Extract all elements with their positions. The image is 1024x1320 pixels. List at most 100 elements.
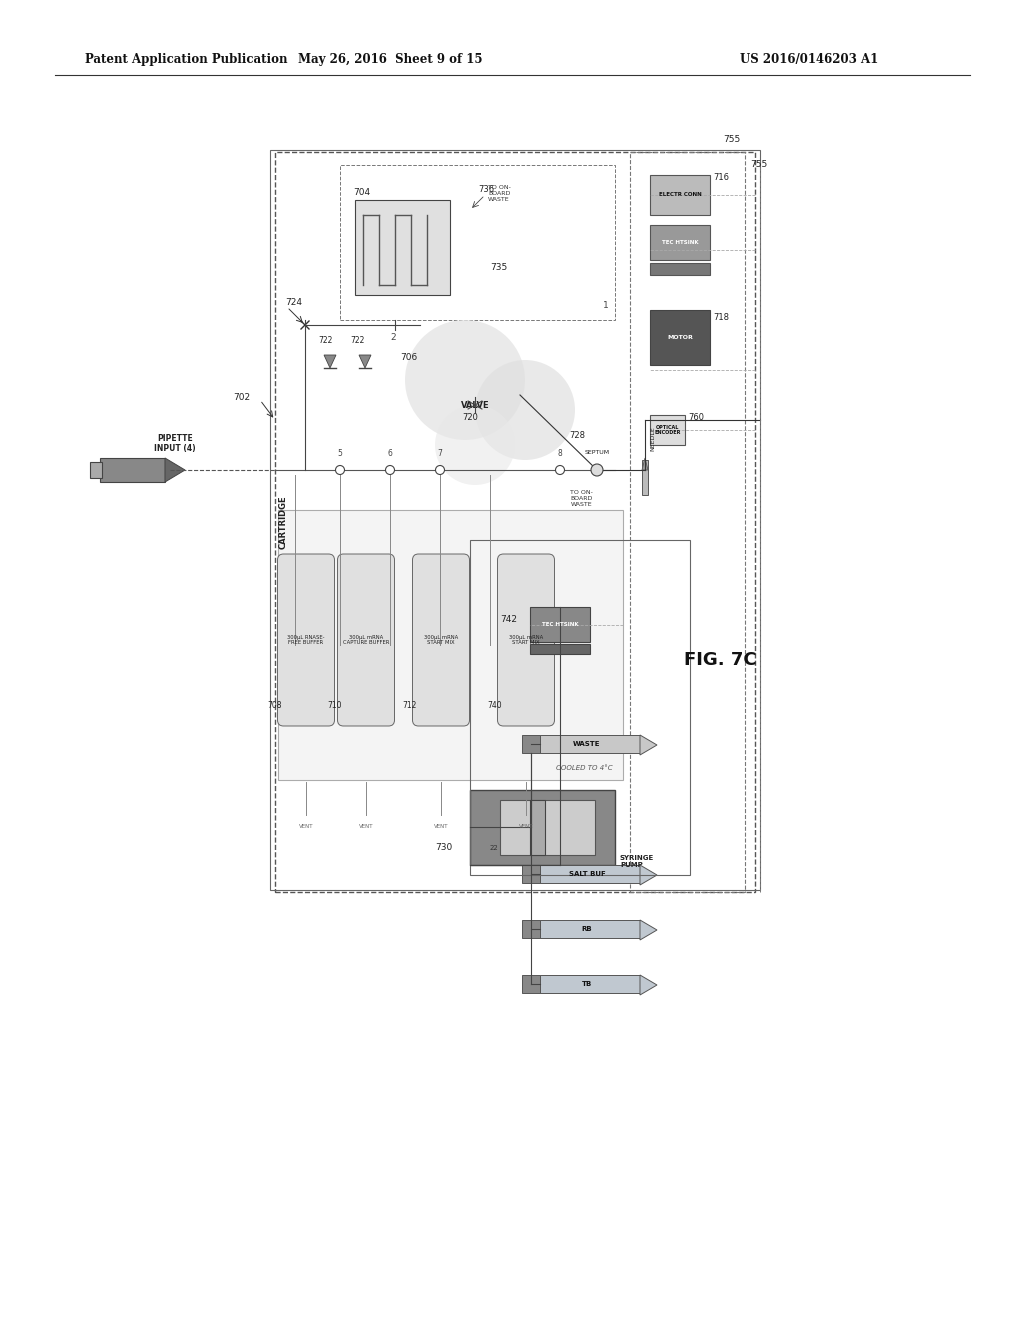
Text: TB: TB [582, 981, 592, 987]
Bar [540, 975, 640, 993]
Text: 8: 8 [558, 449, 562, 458]
Text: VENT: VENT [299, 824, 313, 829]
Bar [270, 150, 760, 890]
Polygon shape [324, 355, 336, 368]
Bar [650, 263, 710, 275]
Text: VENT: VENT [434, 824, 449, 829]
Text: 722: 722 [318, 337, 333, 345]
Polygon shape [640, 975, 657, 995]
Text: ELECTR CONN: ELECTR CONN [658, 193, 701, 198]
Bar [278, 510, 623, 780]
Text: 7: 7 [437, 449, 442, 458]
Bar [500, 800, 595, 855]
Text: WASTE: WASTE [573, 741, 601, 747]
Text: 5: 5 [338, 449, 342, 458]
Text: CARTRIDGE: CARTRIDGE [279, 495, 288, 549]
Bar [340, 165, 615, 319]
Text: 6: 6 [387, 449, 392, 458]
Bar [522, 865, 540, 883]
Text: 300µL RNASE-
FREE BUFFER: 300µL RNASE- FREE BUFFER [288, 635, 325, 645]
Text: 736: 736 [478, 185, 495, 194]
FancyBboxPatch shape [338, 554, 394, 726]
Bar [355, 201, 450, 294]
FancyBboxPatch shape [413, 554, 469, 726]
Circle shape [406, 319, 525, 440]
Bar [100, 458, 165, 482]
Text: 742: 742 [500, 615, 517, 624]
Circle shape [475, 360, 575, 459]
Bar [650, 176, 710, 215]
Text: 706: 706 [400, 352, 417, 362]
Text: 300µL mRNA
START MIX: 300µL mRNA START MIX [424, 635, 458, 645]
Bar [630, 152, 745, 892]
Text: 755: 755 [723, 135, 740, 144]
Text: SEPTUM: SEPTUM [585, 450, 609, 455]
Text: 2: 2 [390, 333, 395, 342]
Text: MOTOR: MOTOR [667, 335, 693, 341]
Text: 22: 22 [490, 845, 499, 851]
Text: OPTICAL
ENCODER: OPTICAL ENCODER [654, 425, 681, 436]
Text: 760: 760 [688, 413, 705, 422]
Bar [522, 735, 540, 752]
Text: 708: 708 [267, 701, 282, 710]
FancyBboxPatch shape [498, 554, 555, 726]
Bar [650, 224, 710, 260]
Text: 755: 755 [750, 160, 767, 169]
Text: SALT BUF: SALT BUF [568, 871, 605, 876]
Text: PIPETTE
INPUT (4): PIPETTE INPUT (4) [155, 433, 196, 453]
Bar [522, 975, 540, 993]
Text: TEC HTSINK: TEC HTSINK [542, 622, 579, 627]
Text: SYRINGE
PUMP: SYRINGE PUMP [620, 855, 654, 869]
Text: VENT: VENT [519, 824, 534, 829]
Bar [650, 414, 685, 445]
Text: 300µL mRNA
START MIX: 300µL mRNA START MIX [509, 635, 543, 645]
Polygon shape [359, 355, 371, 368]
Text: FIG. 7C: FIG. 7C [684, 651, 757, 669]
Text: 710: 710 [327, 701, 341, 710]
Bar [540, 920, 640, 939]
Circle shape [435, 405, 515, 484]
Text: 740: 740 [486, 701, 502, 710]
Text: 730: 730 [435, 843, 453, 851]
Text: 735: 735 [490, 263, 507, 272]
Text: 716: 716 [713, 173, 729, 182]
Text: 300µL mRNA
CAPTURE BUFFER: 300µL mRNA CAPTURE BUFFER [343, 635, 389, 645]
Bar [650, 310, 710, 366]
Text: NEEDLE: NEEDLE [650, 426, 655, 451]
Bar [470, 789, 615, 865]
Text: 728: 728 [569, 432, 585, 440]
Polygon shape [640, 735, 657, 755]
Polygon shape [642, 458, 648, 470]
Bar [530, 800, 545, 855]
Circle shape [336, 466, 344, 474]
Text: 704: 704 [353, 187, 370, 197]
Text: 718: 718 [713, 313, 729, 322]
Circle shape [555, 466, 564, 474]
Text: 712: 712 [402, 701, 417, 710]
Bar [522, 920, 540, 939]
Bar [540, 865, 640, 883]
Bar [540, 735, 640, 752]
Text: US 2016/0146203 A1: US 2016/0146203 A1 [740, 54, 879, 66]
Bar [470, 540, 690, 875]
Polygon shape [640, 920, 657, 940]
Text: VALVE: VALVE [461, 400, 489, 409]
Polygon shape [165, 458, 185, 482]
Bar [530, 607, 590, 642]
Circle shape [591, 465, 603, 477]
Text: 1: 1 [603, 301, 608, 310]
Bar [275, 152, 755, 892]
Text: Patent Application Publication: Patent Application Publication [85, 54, 288, 66]
Polygon shape [640, 865, 657, 884]
Text: VENT: VENT [358, 824, 374, 829]
FancyBboxPatch shape [278, 554, 335, 726]
Text: 724: 724 [285, 298, 302, 308]
Bar [642, 459, 648, 495]
Text: RB: RB [582, 927, 592, 932]
Bar [90, 462, 102, 478]
Text: TEC HTSINK: TEC HTSINK [662, 240, 698, 246]
Circle shape [435, 466, 444, 474]
Text: COOLED TO 4°C: COOLED TO 4°C [556, 766, 613, 771]
Text: 720: 720 [462, 413, 478, 422]
Text: TO ON-
BOARD
WASTE: TO ON- BOARD WASTE [488, 185, 511, 202]
